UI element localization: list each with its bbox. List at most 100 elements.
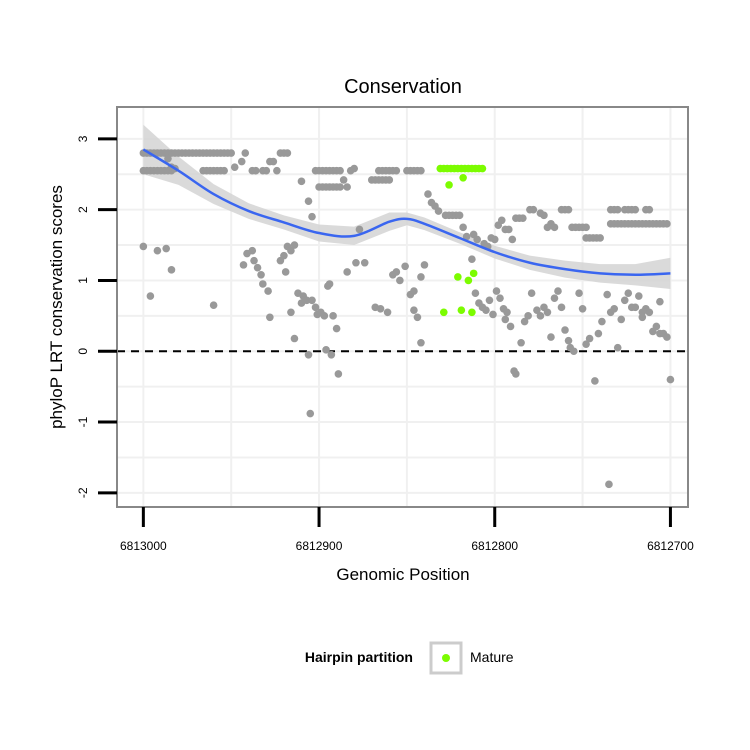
score-point bbox=[280, 251, 288, 260]
y-tick-label: 2 bbox=[76, 206, 90, 213]
score-point bbox=[564, 205, 573, 214]
score-point bbox=[410, 287, 418, 295]
mature-point bbox=[468, 308, 476, 317]
score-point bbox=[239, 261, 248, 269]
score-point bbox=[459, 223, 467, 232]
score-point bbox=[656, 297, 664, 306]
y-tick-label: 3 bbox=[76, 135, 90, 142]
x-axis-title: Genomic Position bbox=[336, 565, 469, 584]
score-point bbox=[492, 287, 501, 295]
score-point bbox=[496, 294, 504, 302]
y-tick-label: 0 bbox=[76, 348, 90, 355]
score-point bbox=[490, 235, 499, 244]
mature-point bbox=[459, 173, 467, 182]
score-point bbox=[489, 310, 497, 319]
score-point bbox=[343, 183, 351, 191]
score-point bbox=[598, 317, 606, 326]
smooth-line-group bbox=[142, 148, 671, 277]
score-point bbox=[617, 315, 626, 324]
score-point bbox=[281, 268, 290, 276]
score-point bbox=[519, 214, 527, 222]
score-point bbox=[287, 308, 295, 317]
score-point bbox=[485, 296, 494, 305]
score-point bbox=[327, 350, 336, 359]
score-point bbox=[557, 303, 566, 312]
score-point bbox=[529, 205, 538, 214]
score-point bbox=[322, 346, 330, 354]
score-point bbox=[631, 303, 640, 312]
score-point bbox=[503, 308, 511, 317]
score-point bbox=[473, 235, 481, 244]
score-point bbox=[139, 242, 148, 251]
confidence-band-group bbox=[143, 124, 671, 289]
smooth-trend-line bbox=[142, 148, 671, 277]
mature-point bbox=[464, 276, 473, 285]
score-point bbox=[392, 166, 401, 175]
score-point bbox=[308, 212, 316, 221]
score-point bbox=[570, 347, 578, 356]
score-point bbox=[575, 289, 583, 297]
y-axis: 3 2 1 0 -1 -2 bbox=[76, 135, 117, 498]
score-point bbox=[320, 312, 329, 320]
score-point bbox=[257, 270, 265, 279]
legend-title: Hairpin partition bbox=[305, 649, 413, 665]
score-point bbox=[343, 268, 351, 276]
score-point bbox=[336, 166, 344, 175]
score-point bbox=[613, 343, 622, 352]
y-tick-label: 1 bbox=[76, 277, 90, 284]
score-point bbox=[517, 338, 525, 347]
score-point bbox=[645, 308, 654, 317]
score-point bbox=[603, 290, 611, 299]
score-point bbox=[462, 232, 471, 241]
score-point bbox=[624, 289, 633, 297]
score-point bbox=[290, 334, 299, 343]
y-tick-label: -1 bbox=[76, 416, 90, 427]
score-point bbox=[585, 334, 594, 343]
score-point bbox=[241, 149, 250, 157]
score-point bbox=[308, 296, 316, 305]
score-point bbox=[554, 287, 562, 295]
score-point bbox=[259, 280, 267, 288]
score-point bbox=[297, 177, 306, 186]
score-point bbox=[663, 220, 671, 228]
score-point bbox=[666, 375, 675, 384]
score-point bbox=[237, 157, 246, 166]
score-point bbox=[501, 315, 510, 324]
score-point bbox=[360, 258, 369, 267]
score-point bbox=[582, 340, 590, 348]
score-point bbox=[620, 296, 629, 305]
score-point bbox=[304, 350, 313, 359]
score-point bbox=[527, 289, 536, 297]
score-point bbox=[413, 313, 422, 322]
score-point bbox=[410, 306, 418, 314]
score-point bbox=[417, 338, 425, 347]
score-point bbox=[550, 294, 559, 302]
score-point bbox=[536, 312, 545, 320]
score-point bbox=[325, 280, 334, 288]
y-tick-label: -2 bbox=[76, 487, 90, 498]
mature-point bbox=[445, 181, 453, 189]
score-point bbox=[355, 225, 364, 234]
score-point bbox=[383, 308, 392, 317]
legend-label-mature: Mature bbox=[470, 649, 514, 665]
score-point bbox=[471, 289, 480, 297]
score-point bbox=[302, 296, 311, 305]
score-point bbox=[304, 197, 313, 205]
score-point bbox=[329, 312, 337, 320]
mature-point bbox=[457, 306, 466, 314]
score-point bbox=[613, 205, 622, 214]
score-point bbox=[352, 258, 360, 267]
score-point bbox=[283, 149, 292, 157]
score-point bbox=[561, 326, 569, 334]
score-point bbox=[306, 409, 315, 418]
score-point bbox=[332, 324, 341, 333]
score-point bbox=[401, 262, 409, 271]
score-point bbox=[253, 263, 262, 272]
x-tick-label: 6813000 bbox=[120, 539, 167, 553]
score-point bbox=[631, 205, 640, 214]
score-point bbox=[230, 163, 239, 171]
score-point bbox=[162, 244, 170, 253]
score-point bbox=[508, 235, 517, 244]
score-point bbox=[582, 223, 590, 232]
